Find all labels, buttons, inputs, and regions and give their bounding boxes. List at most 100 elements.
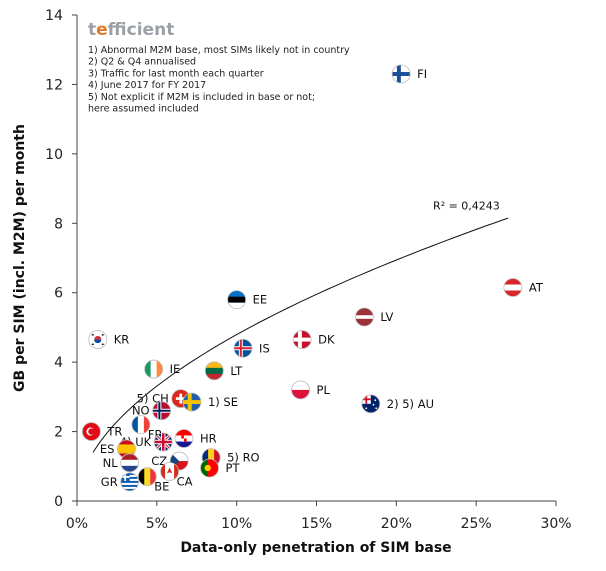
marker-outline xyxy=(503,278,523,297)
point-label: KR xyxy=(114,333,130,347)
data-point-is: IS xyxy=(233,338,270,358)
marker-outline xyxy=(391,64,411,84)
point-label: FI xyxy=(417,67,427,81)
point-label: EE xyxy=(253,293,268,307)
point-label: 5) RO xyxy=(227,451,260,465)
au-flag-icon xyxy=(361,394,380,413)
y-tick-label: 2 xyxy=(54,425,63,441)
footnote-line: 5) Not explicit if M2M is included in ba… xyxy=(88,92,315,103)
data-point-pl: PL xyxy=(291,380,331,400)
no-flag-icon xyxy=(152,401,171,420)
point-label: NL xyxy=(103,456,119,470)
lt-flag-icon xyxy=(205,361,224,380)
y-tick-label: 6 xyxy=(54,286,63,302)
dk-flag-icon xyxy=(293,330,312,349)
marker-outline xyxy=(169,451,189,471)
data-point-uk: 4) UK xyxy=(120,432,173,452)
point-label: ES xyxy=(100,442,115,456)
point-label: GR xyxy=(101,475,118,489)
data-point-au: 2) 5) AU xyxy=(361,394,434,414)
fi-flag-icon xyxy=(392,65,411,84)
footnotes: 1) Abnormal M2M base, most SIMs likely n… xyxy=(88,45,350,115)
marker-outline xyxy=(137,467,157,487)
y-ticks: 0 2 4 6 8 10 12 14 xyxy=(45,8,77,510)
is-flag-icon xyxy=(234,339,253,358)
point-label: LT xyxy=(230,364,243,378)
y-tick-label: 10 xyxy=(45,147,63,163)
y-tick-label: 4 xyxy=(54,355,63,371)
marker-outline xyxy=(200,458,219,478)
data-point-kr: KR xyxy=(88,330,130,349)
footnote-line: 4) June 2017 for FY 2017 xyxy=(88,80,206,91)
x-tick-label: 5% xyxy=(146,516,168,532)
se-flag-icon xyxy=(182,393,201,412)
data-point-ie: IE xyxy=(144,359,180,379)
uk-flag-icon xyxy=(154,432,173,451)
data-point-dk: DK xyxy=(292,330,335,349)
marker-outline xyxy=(182,392,202,412)
data-point-tr: TR xyxy=(81,422,122,441)
fr-flag-icon xyxy=(131,415,150,434)
point-label: BE xyxy=(154,480,169,494)
y-tick-label: 14 xyxy=(45,8,63,24)
data-point-at: AT xyxy=(503,278,544,297)
footnote-line: 2) Q2 & Q4 annualised xyxy=(88,57,196,68)
marker-outline xyxy=(291,380,310,400)
point-label: IS xyxy=(259,341,270,355)
marker-outline xyxy=(204,361,224,381)
data-point-hr: HR xyxy=(174,429,217,448)
x-tick-label: 10% xyxy=(221,516,252,532)
trendline xyxy=(92,217,509,453)
data-point-be: BE xyxy=(137,467,169,494)
marker-outline xyxy=(88,330,108,349)
marker-outline xyxy=(233,338,253,358)
marker-outline xyxy=(227,290,247,310)
data-point-se: 1) SE xyxy=(182,392,238,412)
x-tick-label: 20% xyxy=(381,516,412,532)
point-label: 2) 5) AU xyxy=(387,397,434,411)
data-point-pt: PT xyxy=(200,458,240,478)
x-tick-label: 30% xyxy=(540,516,571,532)
ro-flag-icon xyxy=(202,448,221,467)
marker-outline xyxy=(120,472,140,492)
marker-outline xyxy=(160,462,180,481)
marker-outline xyxy=(174,429,194,448)
nl-flag-icon xyxy=(120,453,139,472)
footnote-line: 3) Traffic for last month each quarter xyxy=(88,68,264,79)
kr-flag-icon xyxy=(88,330,107,349)
marker-outline xyxy=(144,359,164,379)
hr-flag-icon xyxy=(174,429,193,448)
footnote-line: here assumed included xyxy=(88,104,199,115)
marker-outline xyxy=(131,415,151,435)
point-label: CA xyxy=(177,474,193,488)
point-label: DK xyxy=(318,333,335,347)
x-tick-label: 25% xyxy=(461,516,492,532)
point-label: LV xyxy=(380,310,393,324)
marker-outline xyxy=(153,432,173,452)
marker-outline xyxy=(81,422,101,441)
marker-outline xyxy=(120,453,140,473)
data-point-nl: NL xyxy=(103,453,140,473)
x-tick-label: 15% xyxy=(301,516,332,532)
ee-flag-icon xyxy=(227,290,246,309)
lv-flag-icon xyxy=(355,308,374,327)
point-label: PL xyxy=(317,383,331,397)
marker-outline xyxy=(354,307,374,327)
y-tick-label: 12 xyxy=(45,77,63,93)
marker-outline xyxy=(152,401,172,421)
logo: tefficient xyxy=(88,20,174,40)
data-point-lv: LV xyxy=(354,307,394,327)
pt-flag-icon xyxy=(200,459,219,478)
y-axis-title: GB per SIM (incl. M2M) per month xyxy=(12,124,28,392)
y-tick-label: 0 xyxy=(54,494,63,510)
data-point-fi: FI xyxy=(391,64,427,84)
x-tick-label: 0% xyxy=(66,516,88,532)
at-flag-icon xyxy=(503,278,522,297)
data-point-ee: EE xyxy=(227,290,268,310)
point-label: NO xyxy=(132,404,150,418)
x-axis-title: Data-only penetration of SIM base xyxy=(180,540,451,556)
data-point-lt: LT xyxy=(204,361,243,381)
be-flag-icon xyxy=(138,467,157,486)
footnote-line: 1) Abnormal M2M base, most SIMs likely n… xyxy=(88,45,350,56)
